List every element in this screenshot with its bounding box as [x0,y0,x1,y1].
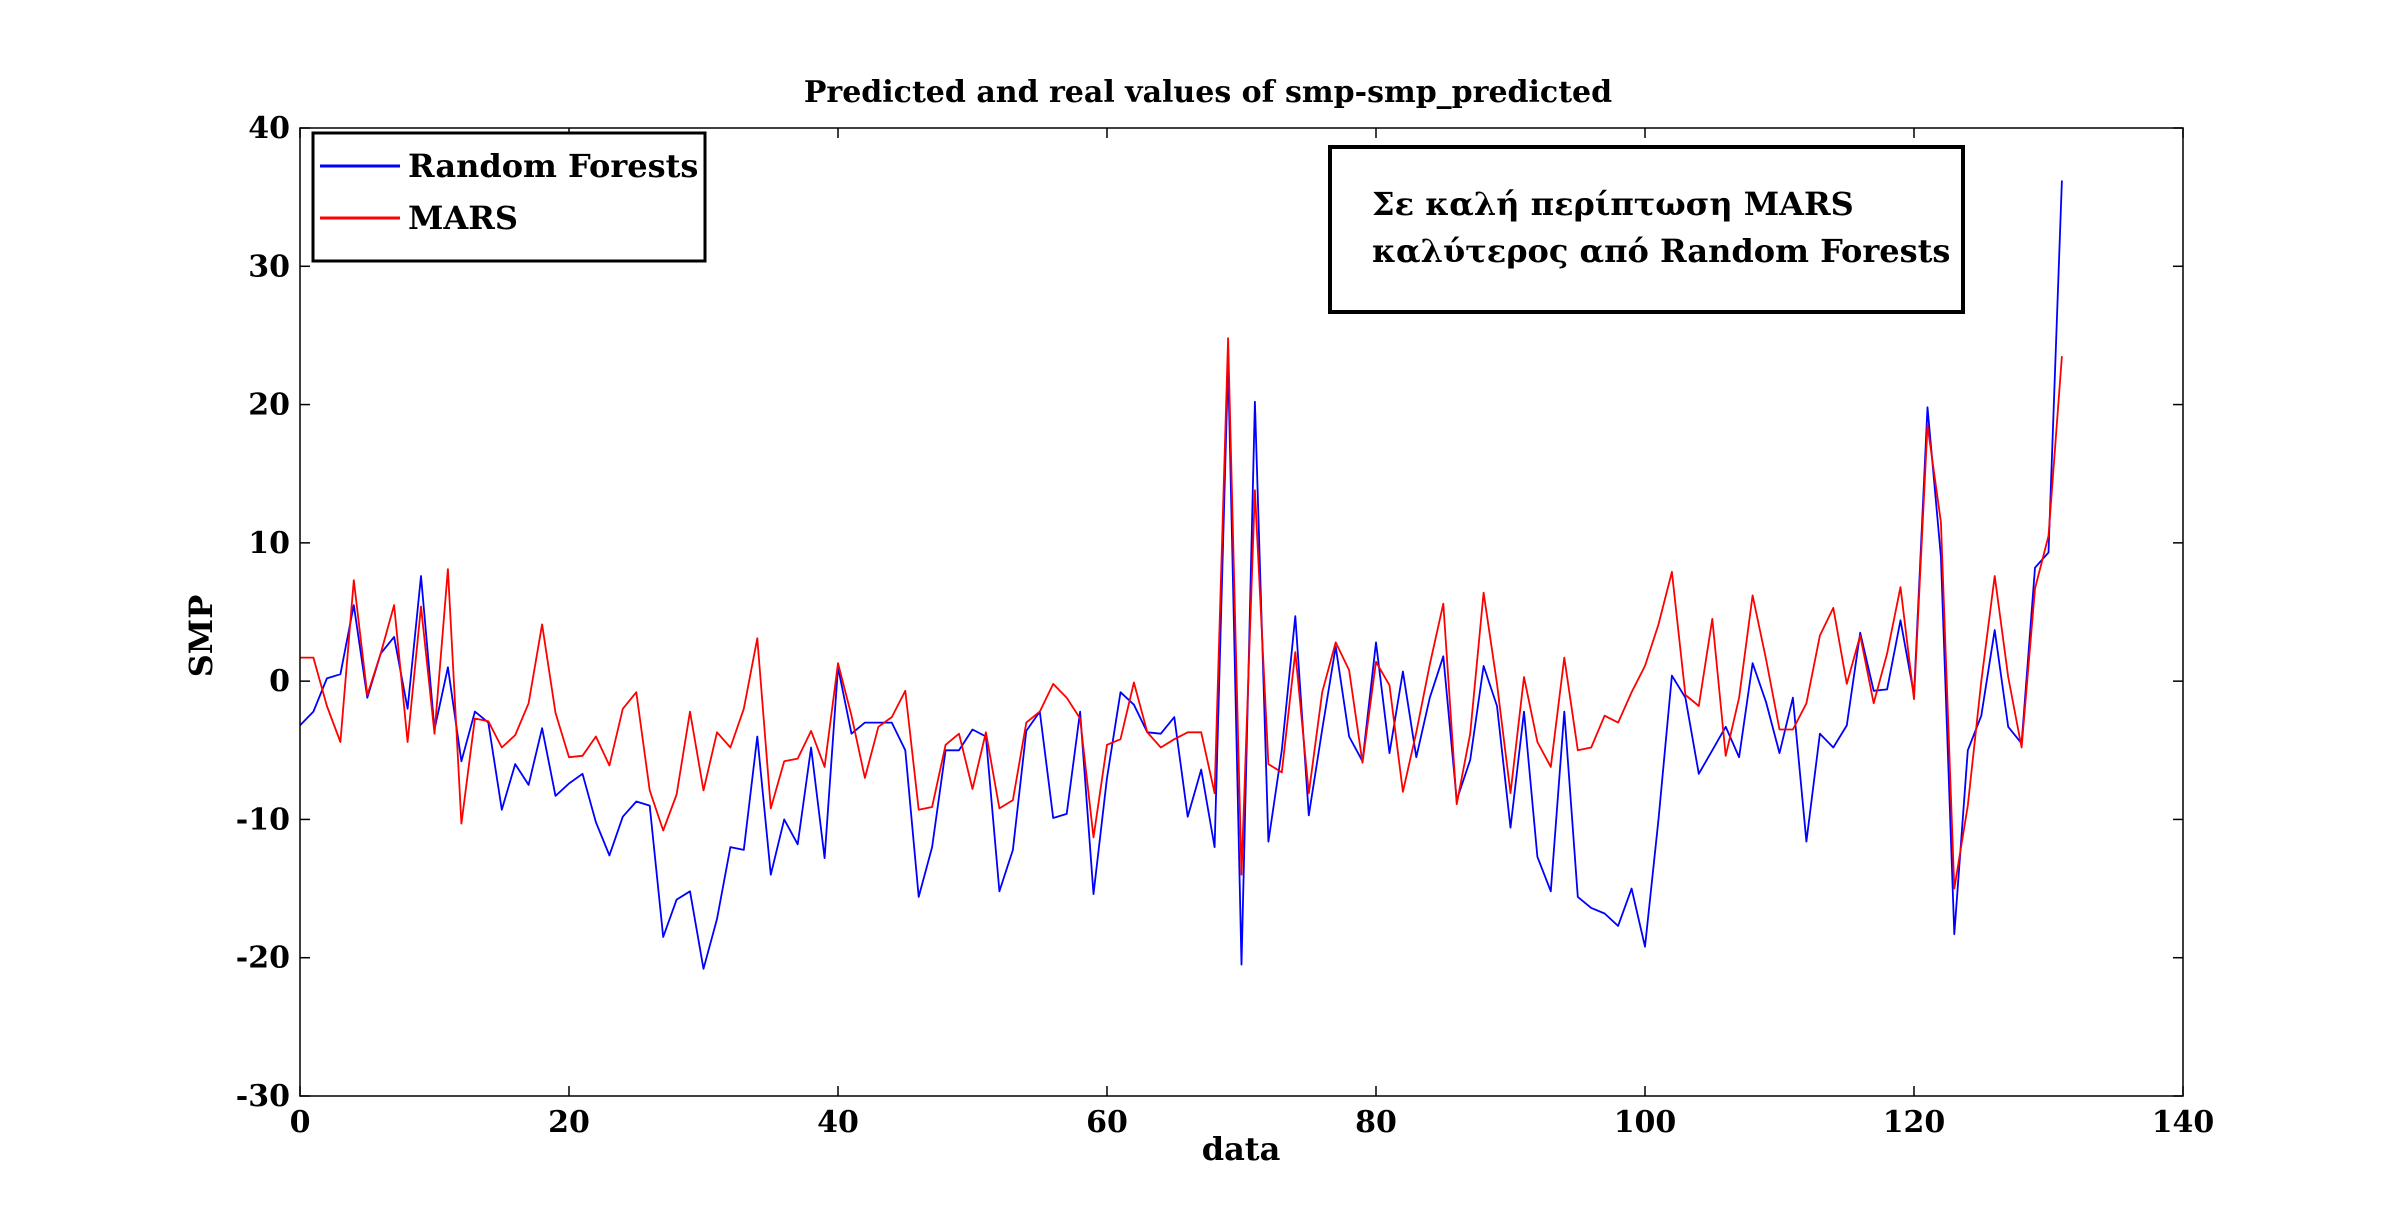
series-line-random-forests [299,180,2063,970]
annotation-box: Σε καλή περίπτωση MARS καλύτερος από Ran… [1328,145,1965,314]
x-tick-label: 100 [1614,1105,1677,1140]
legend-label-mars: MARS [408,199,518,237]
plot-area [299,180,2063,970]
plot-frame [299,127,2184,1097]
legend: Random Forests MARS [311,131,707,263]
y-tick-label: 20 [248,388,290,423]
y-axis-label: SMP [182,595,220,678]
x-tick-label: 140 [2152,1105,2215,1140]
y-tick-label: 30 [248,249,290,284]
x-tick-label: 80 [1355,1105,1397,1140]
chart-title: Predicted and real values of smp-smp_pre… [804,75,1612,110]
y-tick-label: 40 [248,111,290,146]
y-tick-label: 10 [248,526,290,561]
x-tick-label: 0 [290,1105,311,1140]
x-tick-label: 60 [1086,1105,1128,1140]
y-tick-label: 0 [269,664,290,699]
annotation-line-2: καλύτερος από Random Forests [1372,232,1950,270]
y-tick-label: -20 [236,941,290,976]
x-tick-label: 120 [1883,1105,1946,1140]
legend-label-random-forests: Random Forests [408,147,698,185]
y-tick-label: -30 [236,1079,290,1114]
y-tick-label: -10 [236,802,290,837]
legend-box [311,131,707,263]
x-tick-label: 20 [548,1105,590,1140]
series-line-mars [300,337,2063,890]
x-axis-label: data [1202,1130,1281,1168]
annotation-frame [1328,145,1965,314]
x-tick-label: 40 [817,1105,859,1140]
annotation-line-1: Σε καλή περίπτωση MARS [1372,185,1854,223]
axis-ticks: 0 20 40 60 80 100 120 140 -30 -20 -10 0 10 20 30 40 [236,111,2215,1140]
